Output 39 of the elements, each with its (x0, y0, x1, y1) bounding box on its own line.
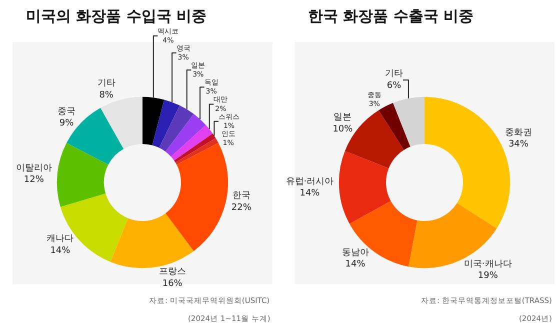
donut-slice (159, 105, 194, 152)
donut-slice (174, 134, 216, 163)
donut-slice (338, 150, 391, 224)
donut-slice (152, 100, 180, 148)
donut-slice (56, 142, 108, 207)
slice-label: 프랑스 (158, 267, 186, 278)
data-label: 14% (300, 188, 320, 199)
slice-label: 한국 (232, 191, 250, 202)
donut-slice (166, 114, 206, 157)
slice-label: 캐나다 (46, 234, 74, 244)
slice-label: 중국 (58, 106, 76, 117)
slice-label: 유럽·러시아 (286, 177, 334, 188)
donut-slice (142, 96, 164, 146)
data-label: 16% (162, 278, 183, 289)
donut-slice (100, 96, 142, 149)
data-label: 6% (386, 80, 402, 91)
donut-slice (393, 96, 425, 147)
data-label: 10% (332, 124, 354, 134)
slice-label: 미국·캐나다 (464, 259, 512, 270)
chart-title: 미국의 화장품 수입국 비중 (26, 7, 207, 25)
chart-title: 한국 화장품 수출국 비중 (308, 7, 474, 25)
slice-label: 이탈리아 (16, 163, 52, 174)
donut-slice (171, 124, 213, 160)
slice-label: 기타 (97, 78, 116, 89)
donut-slice (175, 138, 218, 165)
data-label: 22% (231, 202, 252, 213)
slice-label: 중화권 (504, 128, 532, 138)
data-label: 8% (99, 90, 114, 100)
slice-label: 일본 (334, 112, 352, 123)
data-label: 14% (345, 260, 366, 270)
donut-slice (378, 102, 410, 150)
data-label: 14% (50, 246, 71, 256)
data-label: 34% (508, 140, 529, 150)
donut-slice (110, 213, 194, 268)
slice-label: 기타 (385, 69, 404, 80)
slice-label: 동남아 (342, 248, 369, 258)
data-label: 9% (59, 118, 74, 129)
data-label: 12% (24, 175, 44, 186)
data-label: 19% (478, 271, 498, 282)
